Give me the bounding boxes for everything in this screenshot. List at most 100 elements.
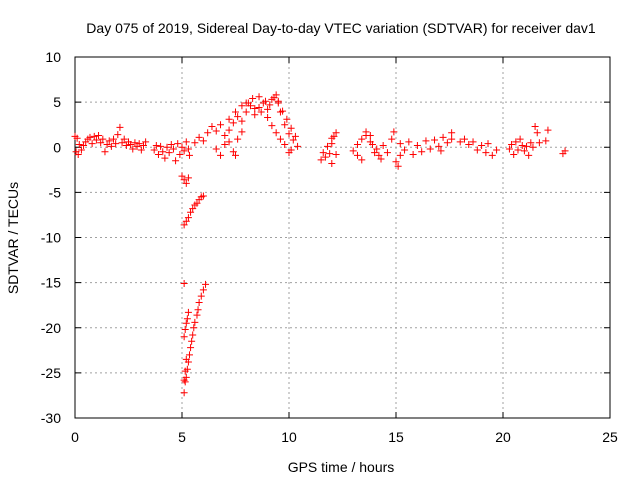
- data-point: [107, 142, 115, 150]
- data-point: [174, 140, 182, 148]
- data-point: [127, 141, 135, 149]
- data-point: [191, 318, 199, 326]
- data-point: [274, 99, 282, 107]
- data-point: [437, 147, 445, 155]
- data-point: [249, 95, 257, 103]
- data-point: [409, 150, 417, 158]
- data-point: [199, 137, 207, 145]
- data-point: [242, 108, 250, 116]
- data-point: [225, 126, 233, 134]
- data-point: [448, 135, 456, 143]
- data-point: [281, 121, 289, 129]
- data-point: [154, 150, 162, 158]
- x-tick-label: 20: [495, 429, 511, 445]
- data-point: [142, 138, 150, 146]
- data-point: [101, 148, 109, 156]
- data-point: [182, 179, 190, 187]
- y-tick-label: -25: [41, 365, 61, 381]
- data-point: [195, 133, 203, 141]
- data-point: [131, 139, 139, 147]
- data-point: [520, 147, 528, 155]
- data-point: [268, 122, 276, 130]
- data-point: [194, 306, 202, 314]
- data-point: [185, 351, 193, 359]
- data-point: [197, 292, 205, 300]
- data-point: [478, 141, 486, 149]
- data-point: [285, 130, 293, 138]
- data-point: [264, 113, 272, 121]
- data-point: [167, 141, 175, 149]
- data-point: [187, 344, 195, 352]
- data-point: [92, 136, 100, 144]
- data-point: [358, 135, 366, 143]
- data-point: [202, 280, 210, 288]
- x-tick-label: 5: [178, 429, 186, 445]
- data-point: [234, 135, 242, 143]
- x-tick-label: 0: [71, 429, 79, 445]
- data-point: [394, 162, 402, 170]
- data-point: [165, 149, 173, 157]
- data-point: [195, 298, 203, 306]
- data-point: [182, 138, 190, 146]
- data-point: [488, 151, 496, 159]
- data-point: [199, 286, 207, 294]
- data-point: [229, 148, 237, 156]
- data-point: [373, 145, 381, 153]
- data-point: [181, 367, 189, 375]
- x-tick-label: 25: [602, 429, 618, 445]
- data-point: [95, 132, 103, 140]
- data-point: [533, 129, 541, 137]
- data-point: [193, 199, 201, 207]
- data-point: [135, 140, 143, 148]
- data-point: [287, 124, 295, 132]
- data-point: [264, 105, 272, 113]
- data-point: [435, 142, 443, 150]
- data-point: [217, 151, 225, 159]
- data-point: [208, 122, 216, 130]
- data-point: [276, 135, 284, 143]
- data-point: [180, 147, 188, 155]
- data-point: [191, 139, 199, 147]
- data-point: [184, 145, 192, 153]
- data-point: [184, 308, 192, 316]
- data-point: [523, 142, 531, 150]
- data-point: [229, 119, 237, 127]
- data-point: [183, 315, 191, 323]
- data-point: [182, 217, 190, 225]
- y-tick-label: 0: [53, 139, 61, 155]
- y-tick-label: 5: [53, 94, 61, 110]
- data-points: [71, 91, 569, 397]
- data-point: [172, 157, 180, 165]
- data-point: [443, 139, 451, 147]
- data-point: [74, 150, 82, 158]
- data-point: [176, 150, 184, 158]
- data-point: [439, 133, 447, 141]
- data-point: [221, 141, 229, 149]
- grid: [75, 57, 610, 418]
- data-point: [73, 134, 81, 142]
- data-point: [238, 117, 246, 125]
- data-point: [469, 138, 477, 146]
- data-point: [426, 145, 434, 153]
- y-tick-label: -5: [49, 184, 62, 200]
- data-point: [105, 137, 113, 145]
- data-point: [525, 151, 533, 159]
- data-point: [465, 141, 473, 149]
- y-axis-label: SDTVAR / TECUs: [5, 182, 21, 294]
- data-point: [431, 136, 439, 144]
- data-point: [255, 93, 263, 101]
- data-point: [232, 108, 239, 116]
- data-point: [281, 141, 289, 149]
- data-point: [332, 129, 340, 137]
- data-point: [129, 145, 137, 153]
- data-point: [544, 126, 552, 134]
- data-point: [261, 97, 269, 105]
- data-point: [535, 139, 543, 147]
- data-point: [251, 111, 259, 119]
- data-point: [516, 135, 524, 143]
- data-point: [531, 122, 539, 130]
- data-point: [319, 149, 327, 157]
- data-point: [112, 140, 120, 148]
